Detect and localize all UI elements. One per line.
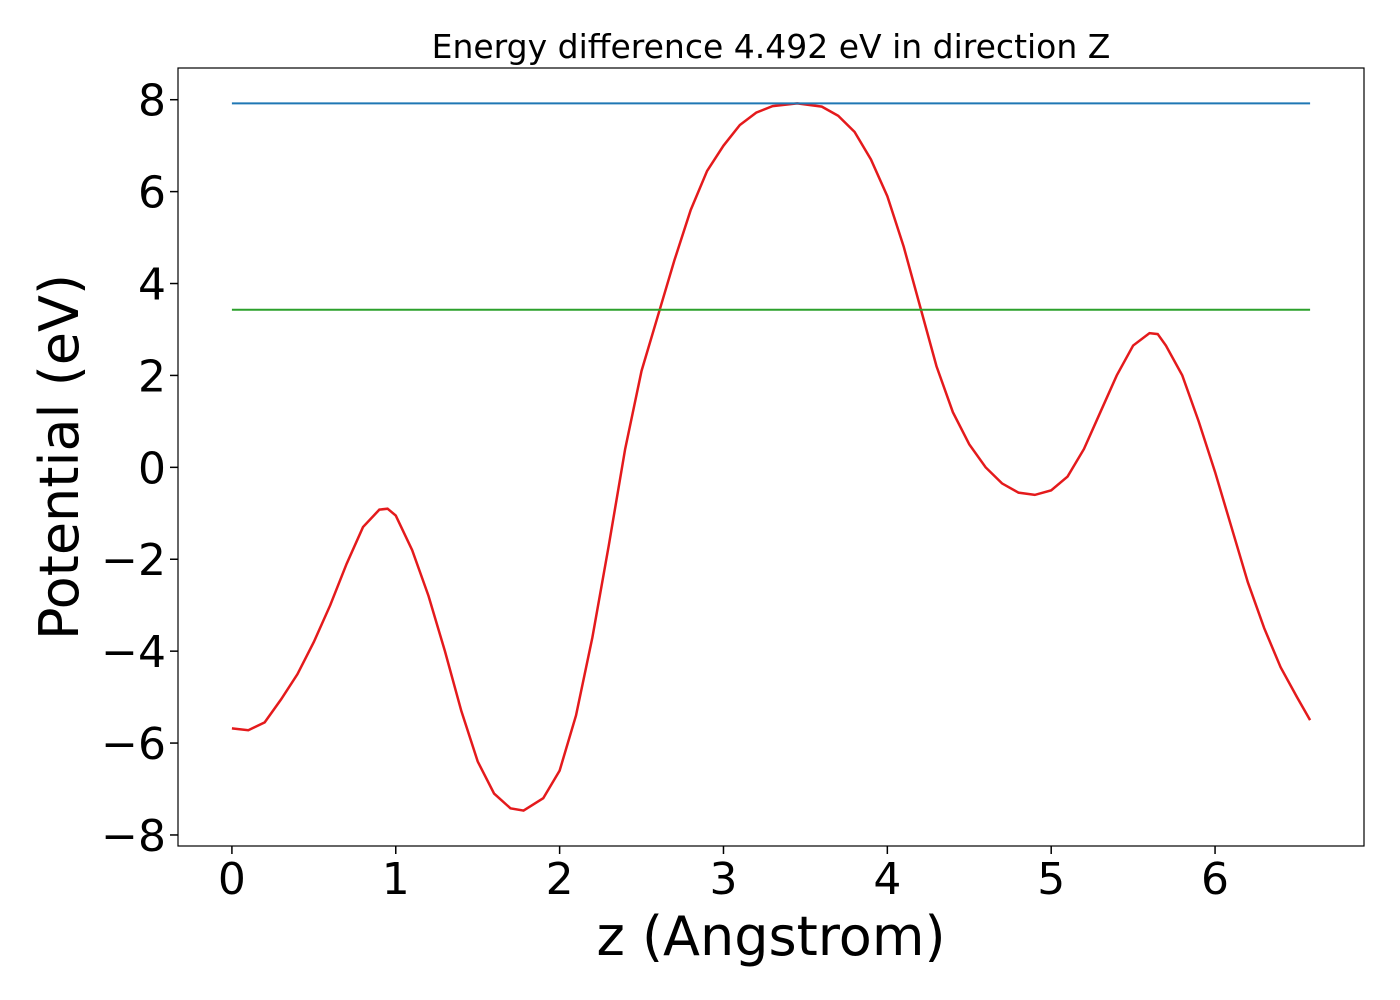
y-tick-label: 4 bbox=[138, 260, 166, 311]
data-line bbox=[231, 102, 1312, 812]
x-tick-label: 4 bbox=[873, 854, 901, 905]
y-tick-label: 0 bbox=[138, 443, 166, 494]
x-tick-label: 2 bbox=[546, 854, 574, 905]
x-tick-label: 1 bbox=[382, 854, 410, 905]
y-tick-label: −2 bbox=[101, 535, 166, 586]
x-tick-label: 3 bbox=[709, 854, 737, 905]
y-tick-label: 6 bbox=[138, 168, 166, 219]
y-tick-label: 2 bbox=[138, 351, 166, 402]
x-tick-label: 5 bbox=[1037, 854, 1065, 905]
x-tick-label: 6 bbox=[1201, 854, 1229, 905]
y-tick-label: 8 bbox=[138, 76, 166, 127]
chart-title: Energy difference 4.492 eV in direction … bbox=[432, 27, 1111, 66]
y-tick-label: −8 bbox=[101, 811, 166, 862]
y-axis-label: Potential (eV) bbox=[28, 274, 91, 640]
y-tick-label: −6 bbox=[101, 719, 166, 770]
y-tick-label: −4 bbox=[101, 627, 166, 678]
plot-frame bbox=[177, 67, 1365, 847]
x-axis-label: z (Angstrom) bbox=[596, 905, 945, 968]
x-tick-label: 0 bbox=[218, 854, 246, 905]
